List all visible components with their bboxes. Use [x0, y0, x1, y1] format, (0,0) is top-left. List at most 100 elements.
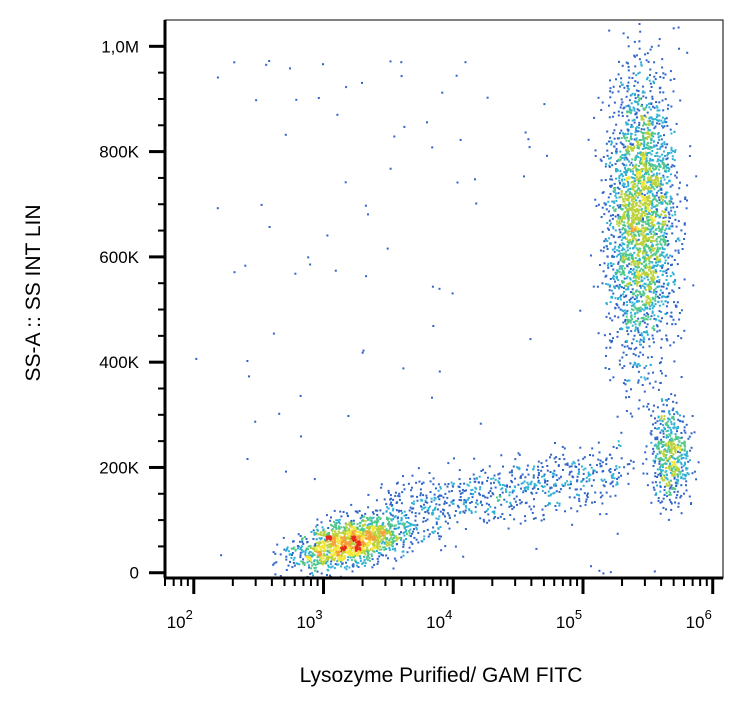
- event-dot: [609, 136, 612, 139]
- event-dot: [642, 303, 645, 306]
- event-dot: [637, 317, 640, 320]
- event-dot: [647, 60, 650, 63]
- event-dot: [669, 185, 672, 188]
- event-dot: [637, 182, 640, 185]
- event-dot: [621, 184, 624, 187]
- event-dot: [356, 547, 359, 549]
- event-dot: [610, 262, 613, 265]
- event-dot: [660, 464, 663, 467]
- event-dot: [348, 553, 351, 556]
- event-dot: [418, 480, 421, 483]
- event-dot: [341, 553, 343, 556]
- event-dot: [361, 519, 364, 522]
- event-dot: [678, 459, 681, 462]
- event-dot: [644, 123, 647, 126]
- event-dot: [638, 173, 641, 176]
- event-dot: [400, 556, 403, 559]
- event-dot: [620, 265, 623, 268]
- event-dot: [442, 496, 445, 499]
- event-dot: [638, 199, 641, 202]
- event-dot: [308, 560, 311, 562]
- event-dot: [381, 534, 384, 537]
- event-dot: [376, 544, 379, 547]
- event-dot: [662, 255, 665, 258]
- event-dot: [650, 232, 653, 235]
- event-dot: [291, 554, 293, 556]
- event-dot: [361, 546, 364, 549]
- event-dot: [627, 130, 630, 133]
- event-dot: [363, 552, 366, 555]
- event-dot: [576, 480, 579, 483]
- event-dot: [661, 464, 664, 467]
- event-dot: [651, 221, 654, 224]
- event-dot: [335, 548, 338, 551]
- event-dot: [649, 266, 652, 269]
- event-dot: [633, 264, 636, 267]
- event-dot: [667, 429, 670, 432]
- event-dot: [600, 159, 603, 162]
- event-dot: [362, 515, 365, 518]
- event-dot: [652, 168, 655, 171]
- event-dot: [439, 486, 442, 488]
- event-dot: [400, 509, 403, 512]
- event-dot: [635, 128, 637, 131]
- event-dot: [665, 191, 668, 194]
- event-dot: [611, 200, 614, 203]
- event-dot: [639, 243, 642, 246]
- event-dot: [648, 119, 651, 122]
- event-dot: [683, 329, 686, 332]
- event-dot: [337, 555, 340, 558]
- event-dot: [520, 487, 522, 490]
- event-dot: [635, 242, 638, 245]
- event-dot: [547, 490, 550, 493]
- event-dot: [382, 512, 385, 515]
- event-dot: [368, 538, 371, 541]
- event-dot: [349, 541, 352, 544]
- event-dot: [613, 315, 616, 318]
- event-dot: [685, 453, 688, 455]
- event-dot: [451, 502, 454, 505]
- event-dot: [635, 176, 638, 178]
- event-dot: [328, 537, 331, 540]
- event-dot: [648, 102, 650, 105]
- event-dot: [652, 230, 655, 233]
- event-dot: [648, 307, 651, 310]
- event-dot: [331, 565, 334, 568]
- event-dot: [655, 270, 658, 273]
- event-dot: [502, 465, 504, 468]
- event-dot: [625, 410, 628, 412]
- event-dot: [635, 89, 638, 92]
- event-dot: [654, 283, 656, 286]
- event-dot: [366, 530, 369, 533]
- event-dot: [437, 518, 440, 521]
- event-dot: [313, 559, 316, 562]
- event-dot: [360, 549, 363, 552]
- event-dot: [634, 131, 637, 133]
- event-dot: [601, 101, 604, 104]
- event-dot: [650, 315, 653, 318]
- event-dot: [508, 505, 511, 508]
- event-dot: [655, 228, 658, 231]
- event-dot: [659, 486, 662, 488]
- event-dot: [677, 474, 680, 476]
- event-dot: [628, 271, 630, 274]
- event-dot: [601, 206, 604, 209]
- event-dot: [582, 484, 585, 487]
- event-dot: [549, 471, 552, 473]
- event-dot: [372, 525, 375, 528]
- event-dot: [647, 176, 650, 179]
- event-dot: [616, 275, 618, 278]
- event-dot: [626, 241, 629, 243]
- event-dot: [586, 492, 589, 495]
- event-dot: [658, 182, 660, 185]
- event-dot: [403, 534, 406, 537]
- event-dot: [645, 237, 648, 240]
- event-dot: [436, 508, 439, 511]
- event-dot: [647, 297, 650, 300]
- event-dot: [680, 457, 683, 460]
- event-dot: [357, 543, 360, 546]
- event-dot: [657, 457, 660, 460]
- event-dot: [469, 502, 472, 504]
- event-dot: [611, 319, 614, 322]
- event-dot: [672, 206, 675, 209]
